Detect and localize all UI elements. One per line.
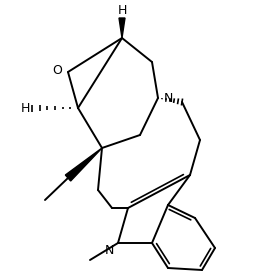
Text: N: N	[164, 91, 173, 105]
Text: O: O	[52, 63, 62, 76]
Polygon shape	[119, 18, 125, 38]
Text: H: H	[21, 101, 30, 115]
Text: N: N	[105, 244, 114, 257]
Text: H: H	[117, 4, 127, 17]
Polygon shape	[65, 148, 102, 181]
